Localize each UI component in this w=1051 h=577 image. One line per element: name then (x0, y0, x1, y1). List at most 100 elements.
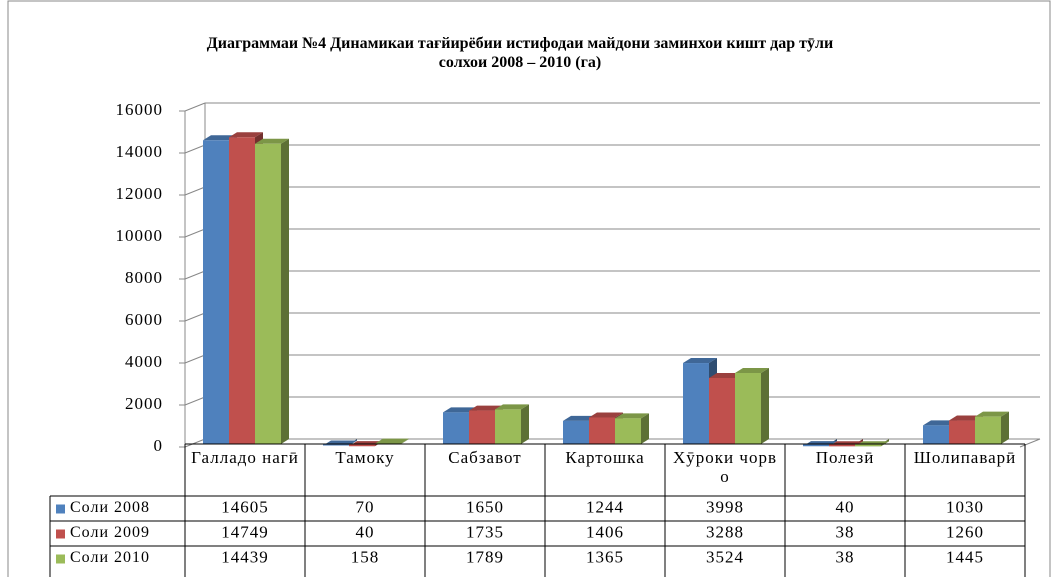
bar (683, 363, 709, 444)
bar (803, 444, 829, 447)
bar (709, 377, 735, 444)
table-value: 1406 (586, 522, 624, 541)
x-tick-label: Галладо нагӣ (191, 448, 299, 467)
legend-swatch (56, 504, 65, 514)
x-tick-label: Шолипаварӣ (913, 448, 1017, 467)
title-box: Диаграммаи №4 Динамикаи тағйирёбии истиф… (206, 35, 834, 71)
bar-top (255, 138, 289, 144)
bar-top (923, 420, 957, 426)
grid-line (184, 186, 206, 196)
x-tick-label: Тамоку (335, 448, 395, 467)
bar (589, 417, 615, 444)
bar-top (975, 411, 1009, 417)
bar (443, 412, 469, 444)
category-cell: Картошка (565, 448, 645, 467)
category-cell: Сабзавот (448, 448, 522, 467)
y-tick-label: 6000 (125, 310, 163, 329)
bar-side (521, 404, 529, 444)
bar-top (709, 372, 743, 378)
bar-side (1001, 411, 1009, 444)
floor-edge (1019, 438, 1041, 448)
table-value: 1789 (466, 547, 504, 566)
y-tick-label: 8000 (125, 268, 163, 287)
table-value: 158 (351, 547, 380, 566)
y-tick-label: 14000 (116, 142, 164, 161)
bar (949, 420, 975, 444)
legend-swatch (56, 529, 65, 539)
x-tick-label: Сабзавот (448, 448, 522, 467)
bar-side (641, 413, 649, 444)
table-value: 3288 (706, 522, 744, 541)
grid-line (184, 144, 206, 154)
category-cell: Галладо нагӣ (191, 448, 299, 467)
grid-line (184, 396, 206, 406)
category-cell: Тамоку (335, 448, 395, 467)
bar-top (949, 415, 983, 421)
bar-top (683, 358, 717, 364)
grid-line (184, 438, 206, 448)
y-tick-label: 2000 (125, 394, 163, 413)
bar-top (375, 438, 409, 444)
y-tick-label: 0 (154, 436, 164, 455)
table-value: 40 (356, 522, 375, 541)
legend-swatch (56, 554, 65, 564)
bar-top (229, 132, 263, 138)
bar (203, 140, 229, 445)
bar (923, 425, 949, 444)
table-value: 3998 (706, 497, 744, 516)
bar (495, 409, 521, 444)
bar (323, 444, 349, 446)
y-tick-label: 4000 (125, 352, 163, 371)
chart-title: Диаграммаи №4 Динамикаи тағйирёбии истиф… (206, 35, 834, 71)
bar-top (615, 413, 649, 419)
grid-line (184, 270, 206, 280)
table-value: 1244 (586, 497, 624, 516)
bar (563, 420, 589, 444)
table-value: 1445 (946, 547, 984, 566)
y-tick-label: 16000 (116, 100, 164, 119)
y-tick-label: 10000 (116, 226, 164, 245)
bar (255, 143, 281, 444)
table-value: 40 (836, 497, 855, 516)
bar (829, 444, 855, 447)
table-value: 38 (836, 547, 855, 566)
table-value: 1030 (946, 497, 984, 516)
x-tick-label: Хӯроки чорво (673, 448, 777, 486)
grid-line (184, 354, 206, 364)
bar (229, 137, 255, 444)
grid-line (184, 312, 206, 322)
grid-line (184, 228, 206, 238)
table-value: 38 (836, 522, 855, 541)
bar (735, 372, 761, 444)
table-value: 14605 (221, 497, 269, 516)
data-table: Галладо нагӣ Тамоку Сабзавот Картошка Хӯроки… (49, 443, 1026, 577)
bar (855, 444, 881, 447)
bar-top (735, 367, 769, 373)
table-value: 3524 (706, 547, 744, 566)
bar (349, 444, 375, 447)
bar-top (469, 405, 503, 411)
table-value: 70 (356, 497, 375, 516)
bar-side (281, 138, 289, 444)
legend-label: Соли 2008 (70, 499, 150, 516)
x-tick-label: Картошка (565, 448, 645, 467)
table-value: 14749 (221, 522, 269, 541)
bar (615, 418, 641, 444)
x-tick-label: Полезӣ (815, 448, 875, 467)
table-value: 14439 (221, 547, 269, 566)
bar-top (443, 407, 477, 413)
table-value: 1365 (586, 547, 624, 566)
bar-side (761, 367, 769, 444)
bar-top (495, 404, 529, 410)
bar (469, 410, 495, 444)
bar-top (563, 415, 597, 421)
frame (7, 0, 1051, 577)
category-cell: Шолипаварӣ (913, 448, 1017, 467)
y-tick-label: 12000 (116, 184, 164, 203)
legend-label: Соли 2009 (70, 524, 150, 541)
table-value: 1650 (466, 497, 504, 516)
table-value: 1735 (466, 522, 504, 541)
bar-side (401, 438, 409, 444)
bar-top (589, 412, 623, 418)
